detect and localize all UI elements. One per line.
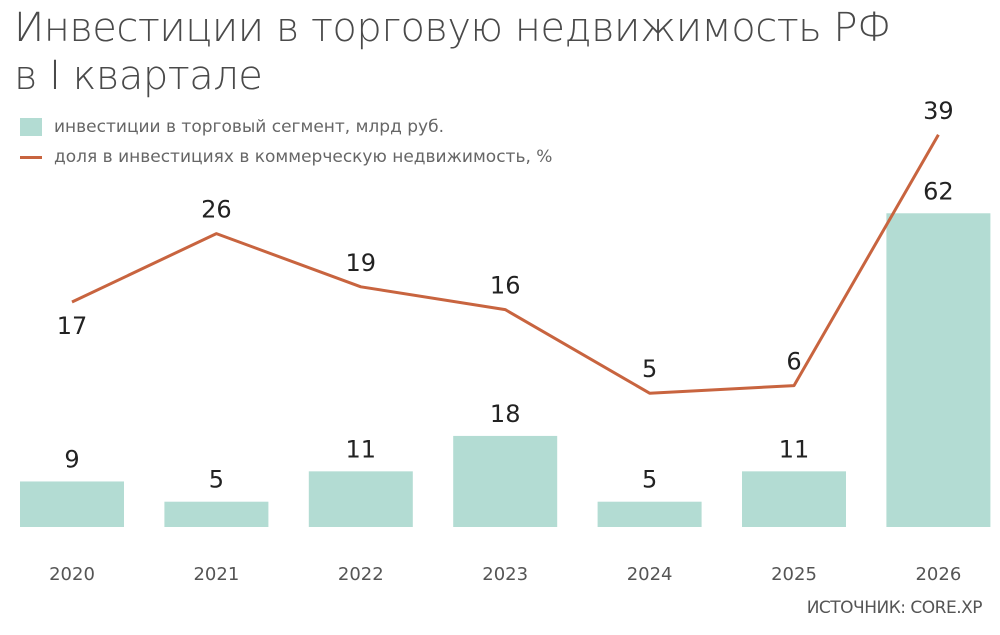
bar xyxy=(453,435,558,527)
x-tick-label: 2023 xyxy=(482,564,528,585)
x-tick-label: 2025 xyxy=(771,564,817,585)
line-value-label: 5 xyxy=(642,355,657,383)
bar xyxy=(164,501,269,527)
bar xyxy=(597,501,702,527)
bar xyxy=(308,471,413,527)
line-value-label: 16 xyxy=(490,272,521,300)
chart-title: Инвестиции в торговую недвижимость РФ в … xyxy=(14,4,891,100)
title-line-2: в I квартале xyxy=(14,53,263,99)
x-tick-label: 2024 xyxy=(627,564,673,585)
legend-label: инвестиции в торговый сегмент, млрд руб. xyxy=(54,117,444,137)
title-line-1: Инвестиции в торговую недвижимость РФ xyxy=(14,5,891,51)
bar-value-label: 18 xyxy=(490,400,521,428)
x-tick-label: 2022 xyxy=(338,564,384,585)
line-series xyxy=(71,134,940,395)
line-value-label: 26 xyxy=(201,196,232,224)
line-value-label: 19 xyxy=(346,249,377,277)
x-tick-label: 2021 xyxy=(193,564,239,585)
bar-value-label: 5 xyxy=(209,466,224,494)
bar-value-label: 11 xyxy=(346,435,377,463)
x-tick-label: 2020 xyxy=(49,564,95,585)
bar xyxy=(20,481,124,527)
bar xyxy=(742,471,846,527)
line-value-label: 17 xyxy=(57,312,88,340)
x-tick-label: 2026 xyxy=(915,564,961,585)
bar-value-label: 11 xyxy=(779,435,810,463)
line-value-label: 6 xyxy=(786,348,801,376)
legend-item-line: доля в инвестициях в коммерческую недвиж… xyxy=(20,142,552,172)
legend-label: доля в инвестициях в коммерческую недвиж… xyxy=(54,147,553,167)
bar-value-label: 5 xyxy=(642,466,657,494)
bar-value-label: 9 xyxy=(64,445,79,473)
legend-swatch-bar xyxy=(20,118,42,136)
line-value-label: 39 xyxy=(923,97,954,125)
source-note: ИСТОЧНИК: CORE.XP xyxy=(806,598,983,618)
legend-swatch-line xyxy=(20,155,42,159)
legend-item-bars: инвестиции в торговый сегмент, млрд руб. xyxy=(20,112,552,142)
legend: инвестиции в торговый сегмент, млрд руб.… xyxy=(20,112,552,172)
bar xyxy=(886,213,991,527)
bar-value-label: 62 xyxy=(923,177,954,205)
